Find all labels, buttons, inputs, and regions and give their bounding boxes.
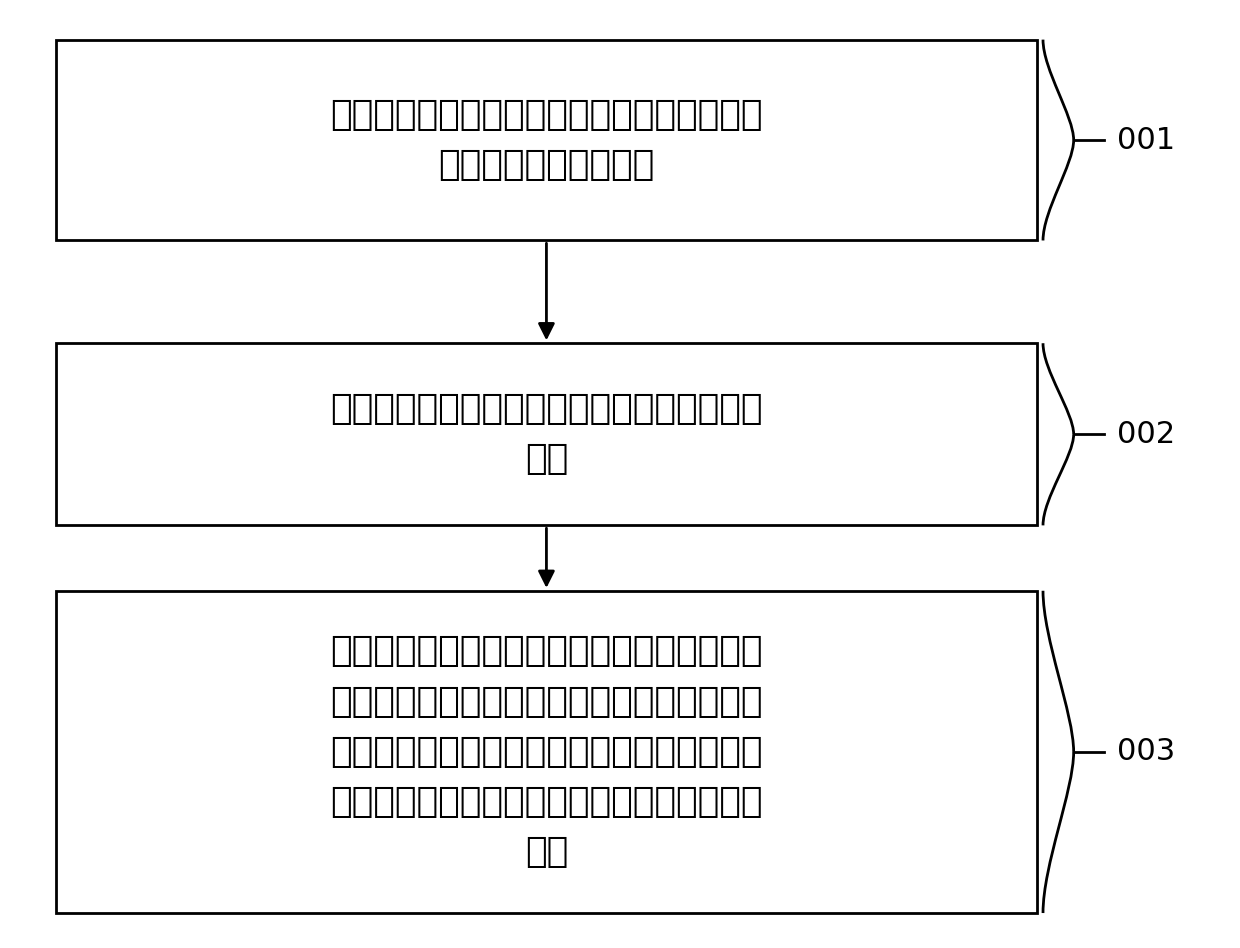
Text: 002: 002 bbox=[1116, 420, 1174, 448]
Text: 003: 003 bbox=[1116, 738, 1174, 766]
Bar bbox=[56, 343, 1037, 525]
Bar bbox=[56, 591, 1037, 913]
Text: 获取人体在每个运动意图强烈等级时所述机器
人的若干实验检测数据: 获取人体在每个运动意图强烈等级时所述机器 人的若干实验检测数据 bbox=[330, 98, 763, 182]
Bar bbox=[56, 40, 1037, 241]
Text: 对所述若干实验检测数据进行滤波，剔除异常
数据: 对所述若干实验检测数据进行滤波，剔除异常 数据 bbox=[330, 392, 763, 477]
Text: 001: 001 bbox=[1116, 125, 1174, 155]
Text: 将每个运动意图强烈等级分别作为一个类，利
用所述若干实验检测数据进行分类模型训练，
得到每个类的分类特征值，每个类的分类特征
值分别代表每个运动意图强烈等级的检: 将每个运动意图强烈等级分别作为一个类，利 用所述若干实验检测数据进行分类模型训练… bbox=[330, 634, 763, 869]
